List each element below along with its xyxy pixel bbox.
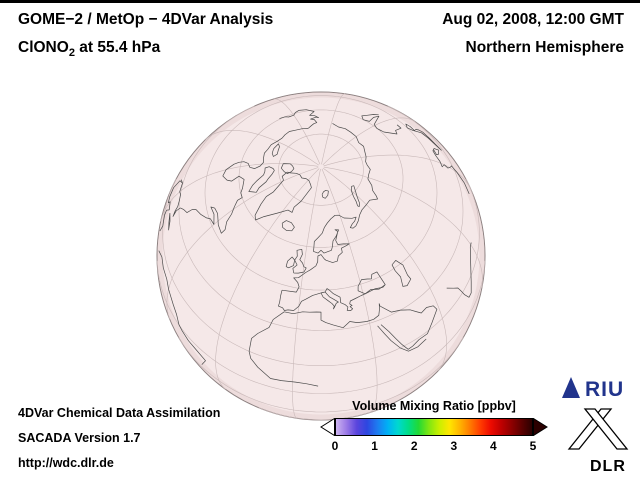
colorbar-tick: 5 <box>529 439 537 453</box>
colorbar-tick-labels: 0 1 2 3 4 5 <box>331 439 537 454</box>
species-level-label: ClONO2 at 55.4 hPa <box>18 39 273 59</box>
globe-map <box>156 91 486 421</box>
datetime-block: Aug 02, 2008, 12:00 GMT Northern Hemisph… <box>442 11 624 67</box>
riu-logo: RIU <box>560 374 634 406</box>
datetime-label: Aug 02, 2008, 12:00 GMT <box>442 11 624 28</box>
riu-logo-icon: RIU <box>562 377 624 401</box>
colorbar-right-arrow-icon <box>533 418 548 436</box>
plot-title: GOME−2 / MetOp − 4DVar Analysis <box>18 11 274 28</box>
species-subscript: 2 <box>68 47 75 60</box>
colorbar-bar <box>320 418 548 436</box>
dlr-logo-text: DLR <box>590 458 626 475</box>
colorbar-tick: 4 <box>490 439 497 453</box>
colorbar-left-arrow-icon <box>320 418 335 436</box>
website-url: http://wdc.dlr.de <box>18 456 114 470</box>
hemisphere-label: Northern Hemisphere <box>465 39 624 56</box>
species-name: ClONO <box>18 39 69 56</box>
colorbar-tick: 0 <box>331 439 339 453</box>
version-label: SACADA Version 1.7 <box>18 431 141 445</box>
colorbar-gradient <box>335 418 533 436</box>
colorbar: Volume Mixing Ratio [ppbv] 0 1 2 3 4 5 <box>320 399 548 454</box>
colorbar-tick: 3 <box>450 439 458 453</box>
title-block: GOME−2 / MetOp − 4DVar Analysis ClONO2 a… <box>18 11 273 69</box>
dlr-logo: DLR <box>566 406 630 476</box>
colorbar-tick: 1 <box>371 439 378 453</box>
colorbar-tick: 2 <box>410 439 418 453</box>
assimilation-label: 4DVar Chemical Data Assimilation <box>18 406 221 420</box>
colorbar-title: Volume Mixing Ratio [ppbv] <box>352 399 516 413</box>
dlr-logo-icon <box>567 408 629 450</box>
riu-logo-text: RIU <box>585 378 624 401</box>
top-border <box>0 0 640 3</box>
pressure-level: at 55.4 hPa <box>74 39 161 56</box>
footer-credits: 4DVar Chemical Data Assimilation SACADA … <box>18 401 220 476</box>
